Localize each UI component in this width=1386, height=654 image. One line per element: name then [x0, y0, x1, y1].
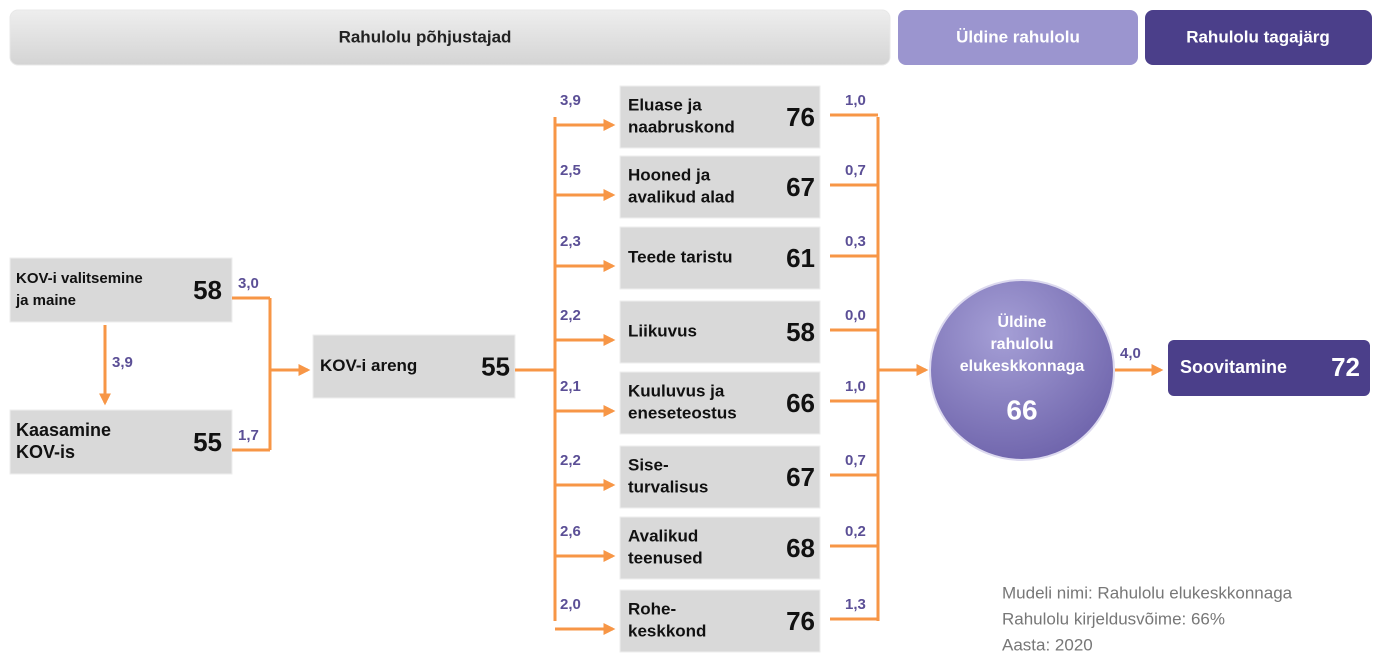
weight-label: 1,3 [845, 596, 866, 613]
header-causes: Rahulolu põhjustajad [339, 27, 512, 46]
node-score: 55 [193, 427, 222, 457]
outcome-circle [929, 279, 1115, 461]
weight-label: 2,0 [560, 596, 581, 613]
header-causes-bar [9, 9, 891, 66]
node-label: Eluase ja [628, 95, 702, 114]
weight-label: 0,7 [845, 162, 866, 179]
weight-label: 1,7 [238, 427, 259, 444]
weight-label: 3,9 [560, 92, 581, 109]
node-score: 58 [193, 275, 222, 305]
node-label: keskkond [628, 621, 706, 640]
node-score: 58 [786, 317, 815, 347]
note: Aasta: 2020 [1002, 635, 1093, 654]
node-label: rahulolu [990, 336, 1053, 353]
weight-label: 2,3 [560, 233, 581, 250]
weight-label: 0,0 [845, 307, 866, 324]
node-score: 66 [786, 388, 815, 418]
node-label: Üldine [998, 312, 1047, 331]
result-box [1168, 340, 1370, 396]
weight-label: 2,2 [560, 307, 581, 324]
note: Rahulolu kirjeldusvõime: 66% [1002, 609, 1225, 628]
node-label: Kaasamine [16, 420, 111, 440]
weight-label: 2,1 [560, 378, 581, 395]
outcome-score: 66 [1006, 394, 1037, 425]
weight-label: 4,0 [1120, 345, 1141, 362]
weight-label: 3,0 [238, 275, 259, 292]
driver-box [619, 226, 821, 290]
node-label: KOV-is [16, 442, 75, 462]
weight-label: 0,2 [845, 523, 866, 540]
node-label: Liikuvus [628, 321, 697, 340]
node-label: Sise- [628, 455, 669, 474]
header-consequence: Rahulolu tagajärg [1186, 27, 1330, 46]
driver-box [619, 445, 821, 509]
node-score: 67 [786, 462, 815, 492]
header-overall-bar [898, 10, 1138, 65]
weight-label: 2,5 [560, 162, 581, 179]
driver-box [619, 589, 821, 653]
driver-box [619, 516, 821, 580]
driver-box [619, 85, 821, 149]
driver-box [619, 300, 821, 364]
node-label: Avalikud [628, 526, 698, 545]
weight-label: 1,0 [845, 378, 866, 395]
weight-label: 2,2 [560, 452, 581, 469]
node-label: KOV-i valitsemine [16, 270, 143, 287]
node-label: naabruskond [628, 117, 735, 136]
node-label: elukeskkonnaga [960, 358, 1085, 375]
driver-box [619, 371, 821, 435]
weight-label: 1,0 [845, 92, 866, 109]
node-label: ja maine [15, 292, 76, 309]
node-label: KOV-i areng [320, 356, 417, 375]
header-consequence-bar [1145, 10, 1372, 65]
result-label: Soovitamine [1180, 357, 1287, 377]
node-score: 76 [786, 606, 815, 636]
node-label: teenused [628, 548, 703, 567]
node-label: Kuuluvus ja [628, 381, 725, 400]
node-label: Hooned ja [628, 165, 711, 184]
result-score: 72 [1331, 352, 1360, 382]
input-box [9, 257, 233, 323]
node-score: 76 [786, 102, 815, 132]
node-label: avalikud alad [628, 187, 735, 206]
node-label: eneseteostus [628, 403, 737, 422]
header-overall: Üldine rahulolu [956, 27, 1080, 46]
weight-label: 3,9 [112, 354, 133, 371]
hub-box [312, 334, 516, 399]
node-score: 68 [786, 533, 815, 563]
driver-box [619, 155, 821, 219]
input-box [9, 409, 233, 475]
weight-label: 0,3 [845, 233, 866, 250]
node-score: 61 [786, 243, 815, 273]
node-label: Rohe- [628, 599, 676, 618]
node-score: 55 [481, 351, 510, 381]
weight-label: 2,6 [560, 523, 581, 540]
node-label: Teede taristu [628, 247, 733, 266]
node-label: turvalisus [628, 477, 708, 496]
node-score: 67 [786, 172, 815, 202]
weight-label: 0,7 [845, 452, 866, 469]
note: Mudeli nimi: Rahulolu elukeskkonnaga [1002, 583, 1293, 602]
